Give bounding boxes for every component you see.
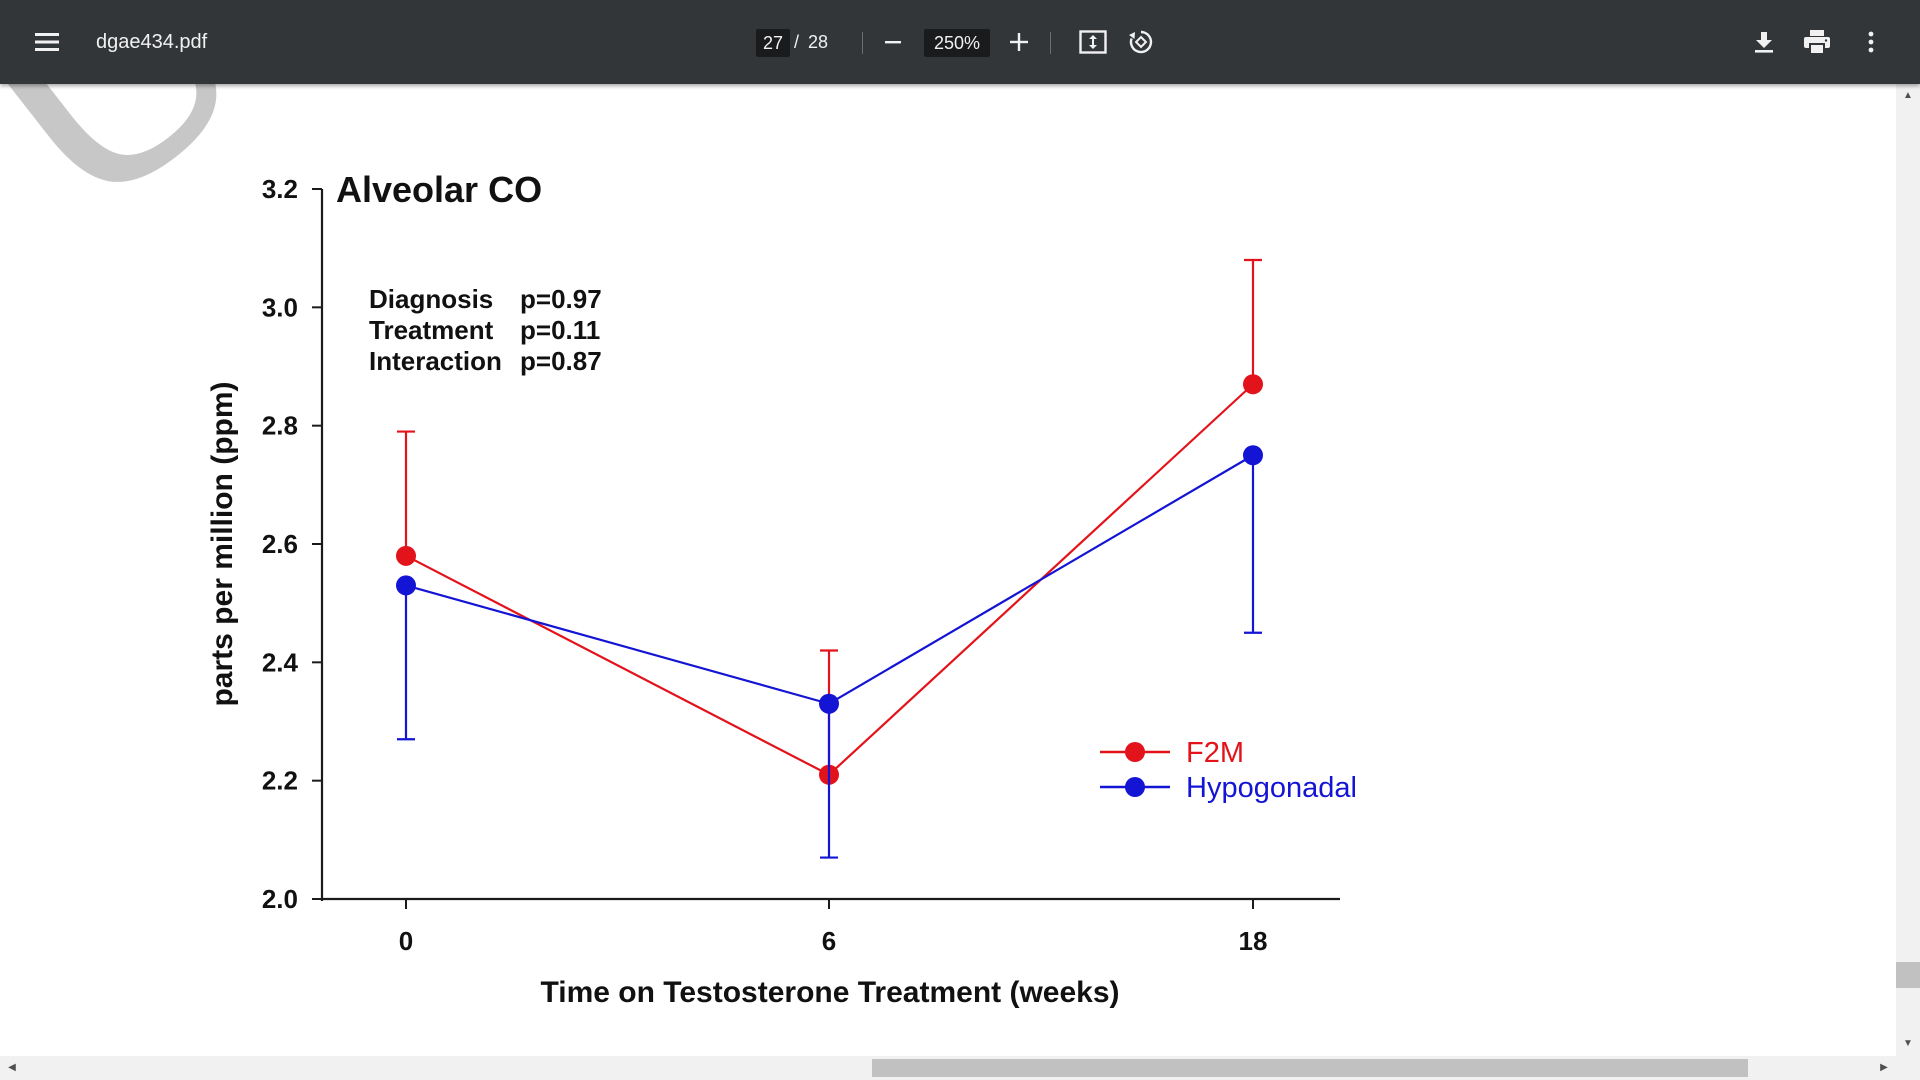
more-vertical-icon — [1867, 30, 1875, 54]
data-point — [396, 545, 416, 566]
fit-to-page-button[interactable] — [1073, 22, 1113, 62]
legend-marker — [1125, 777, 1145, 797]
zoom-in-button[interactable] — [999, 22, 1039, 62]
chart-series — [396, 258, 1263, 859]
page-separator: / — [794, 32, 800, 52]
series-hypogonadal — [396, 445, 1263, 859]
vertical-scroll-thumb[interactable] — [1896, 962, 1920, 988]
y-tick-label: 2.6 — [262, 529, 298, 559]
zoom-out-button[interactable] — [873, 22, 913, 62]
figure-alveolar-co: USC Alveolar CO Diagnosisp=0.97Treatment… — [0, 84, 1357, 1009]
stat-label: Treatment — [369, 315, 494, 345]
y-tick-label: 2.2 — [262, 766, 298, 796]
x-axis-ticks: 0 6 18 — [399, 899, 1268, 956]
horizontal-scroll-thumb[interactable] — [872, 1059, 1748, 1077]
print-button[interactable] — [1797, 22, 1837, 62]
hamburger-menu-icon[interactable] — [27, 22, 67, 62]
vertical-scrollbar[interactable] — [1896, 84, 1920, 1056]
rotate-counterclockwise-icon — [1128, 29, 1154, 55]
toolbar-divider — [1050, 32, 1051, 54]
fit-to-page-icon — [1079, 30, 1107, 54]
y-tick-label: 3.2 — [262, 174, 298, 204]
legend-marker — [1125, 742, 1145, 762]
document-title: dgae434.pdf — [96, 31, 208, 53]
document-viewport[interactable]: USC Alveolar CO Diagnosisp=0.97Treatment… — [0, 84, 1896, 1056]
scroll-left-arrow-icon[interactable]: ◀ — [8, 1062, 16, 1073]
data-point — [819, 693, 839, 714]
stat-label: Diagnosis — [369, 284, 493, 314]
data-point — [1243, 374, 1263, 395]
y-tick-label: 2.8 — [262, 411, 298, 441]
zoom-level-input[interactable] — [924, 29, 990, 57]
more-actions-button[interactable] — [1851, 22, 1891, 62]
y-tick-label: 2.4 — [262, 647, 299, 677]
stat-value: p=0.11 — [520, 315, 600, 345]
page-number-input[interactable] — [756, 29, 790, 57]
x-axis-label: Time on Testosterone Treatment (weeks) — [540, 976, 1119, 1009]
legend-label: Hypogonadal — [1186, 772, 1357, 804]
x-tick-label: 6 — [822, 926, 836, 956]
download-icon — [1753, 30, 1775, 54]
scroll-up-arrow-icon[interactable]: ▲ — [1903, 90, 1913, 101]
stats-annotation: Diagnosis p=0.97 Treatment p=0.11 Interactio… — [369, 284, 602, 376]
y-tick-label: 3.0 — [262, 292, 298, 322]
rotate-button[interactable] — [1121, 22, 1161, 62]
print-icon — [1803, 29, 1831, 55]
y-axis-ticks: 2.0 2.2 2.4 2.6 2.8 3.0 3.2 — [262, 174, 322, 914]
plus-icon — [1008, 31, 1030, 53]
y-axis-label: parts per million (ppm) — [206, 381, 239, 706]
x-tick-label: 0 — [399, 926, 413, 956]
legend-label: F2M — [1186, 737, 1244, 769]
stat-value: p=0.87 — [520, 346, 602, 376]
page-total: 28 — [808, 32, 829, 52]
stat-value: p=0.97 — [520, 284, 602, 314]
scroll-down-arrow-icon[interactable]: ▼ — [1903, 1038, 1913, 1049]
minus-icon — [883, 32, 903, 52]
pdf-toolbar: dgae434.pdf / 28 — [0, 0, 1920, 84]
stat-label: Interaction — [369, 346, 502, 376]
toolbar-divider — [862, 32, 863, 54]
data-point — [396, 575, 416, 596]
chart-title: Alveolar CO — [336, 169, 542, 210]
data-point — [1243, 445, 1263, 466]
x-tick-label: 18 — [1239, 926, 1268, 956]
y-tick-label: 2.0 — [262, 884, 298, 914]
download-button[interactable] — [1744, 22, 1784, 62]
scroll-right-arrow-icon[interactable]: ▶ — [1880, 1062, 1888, 1073]
